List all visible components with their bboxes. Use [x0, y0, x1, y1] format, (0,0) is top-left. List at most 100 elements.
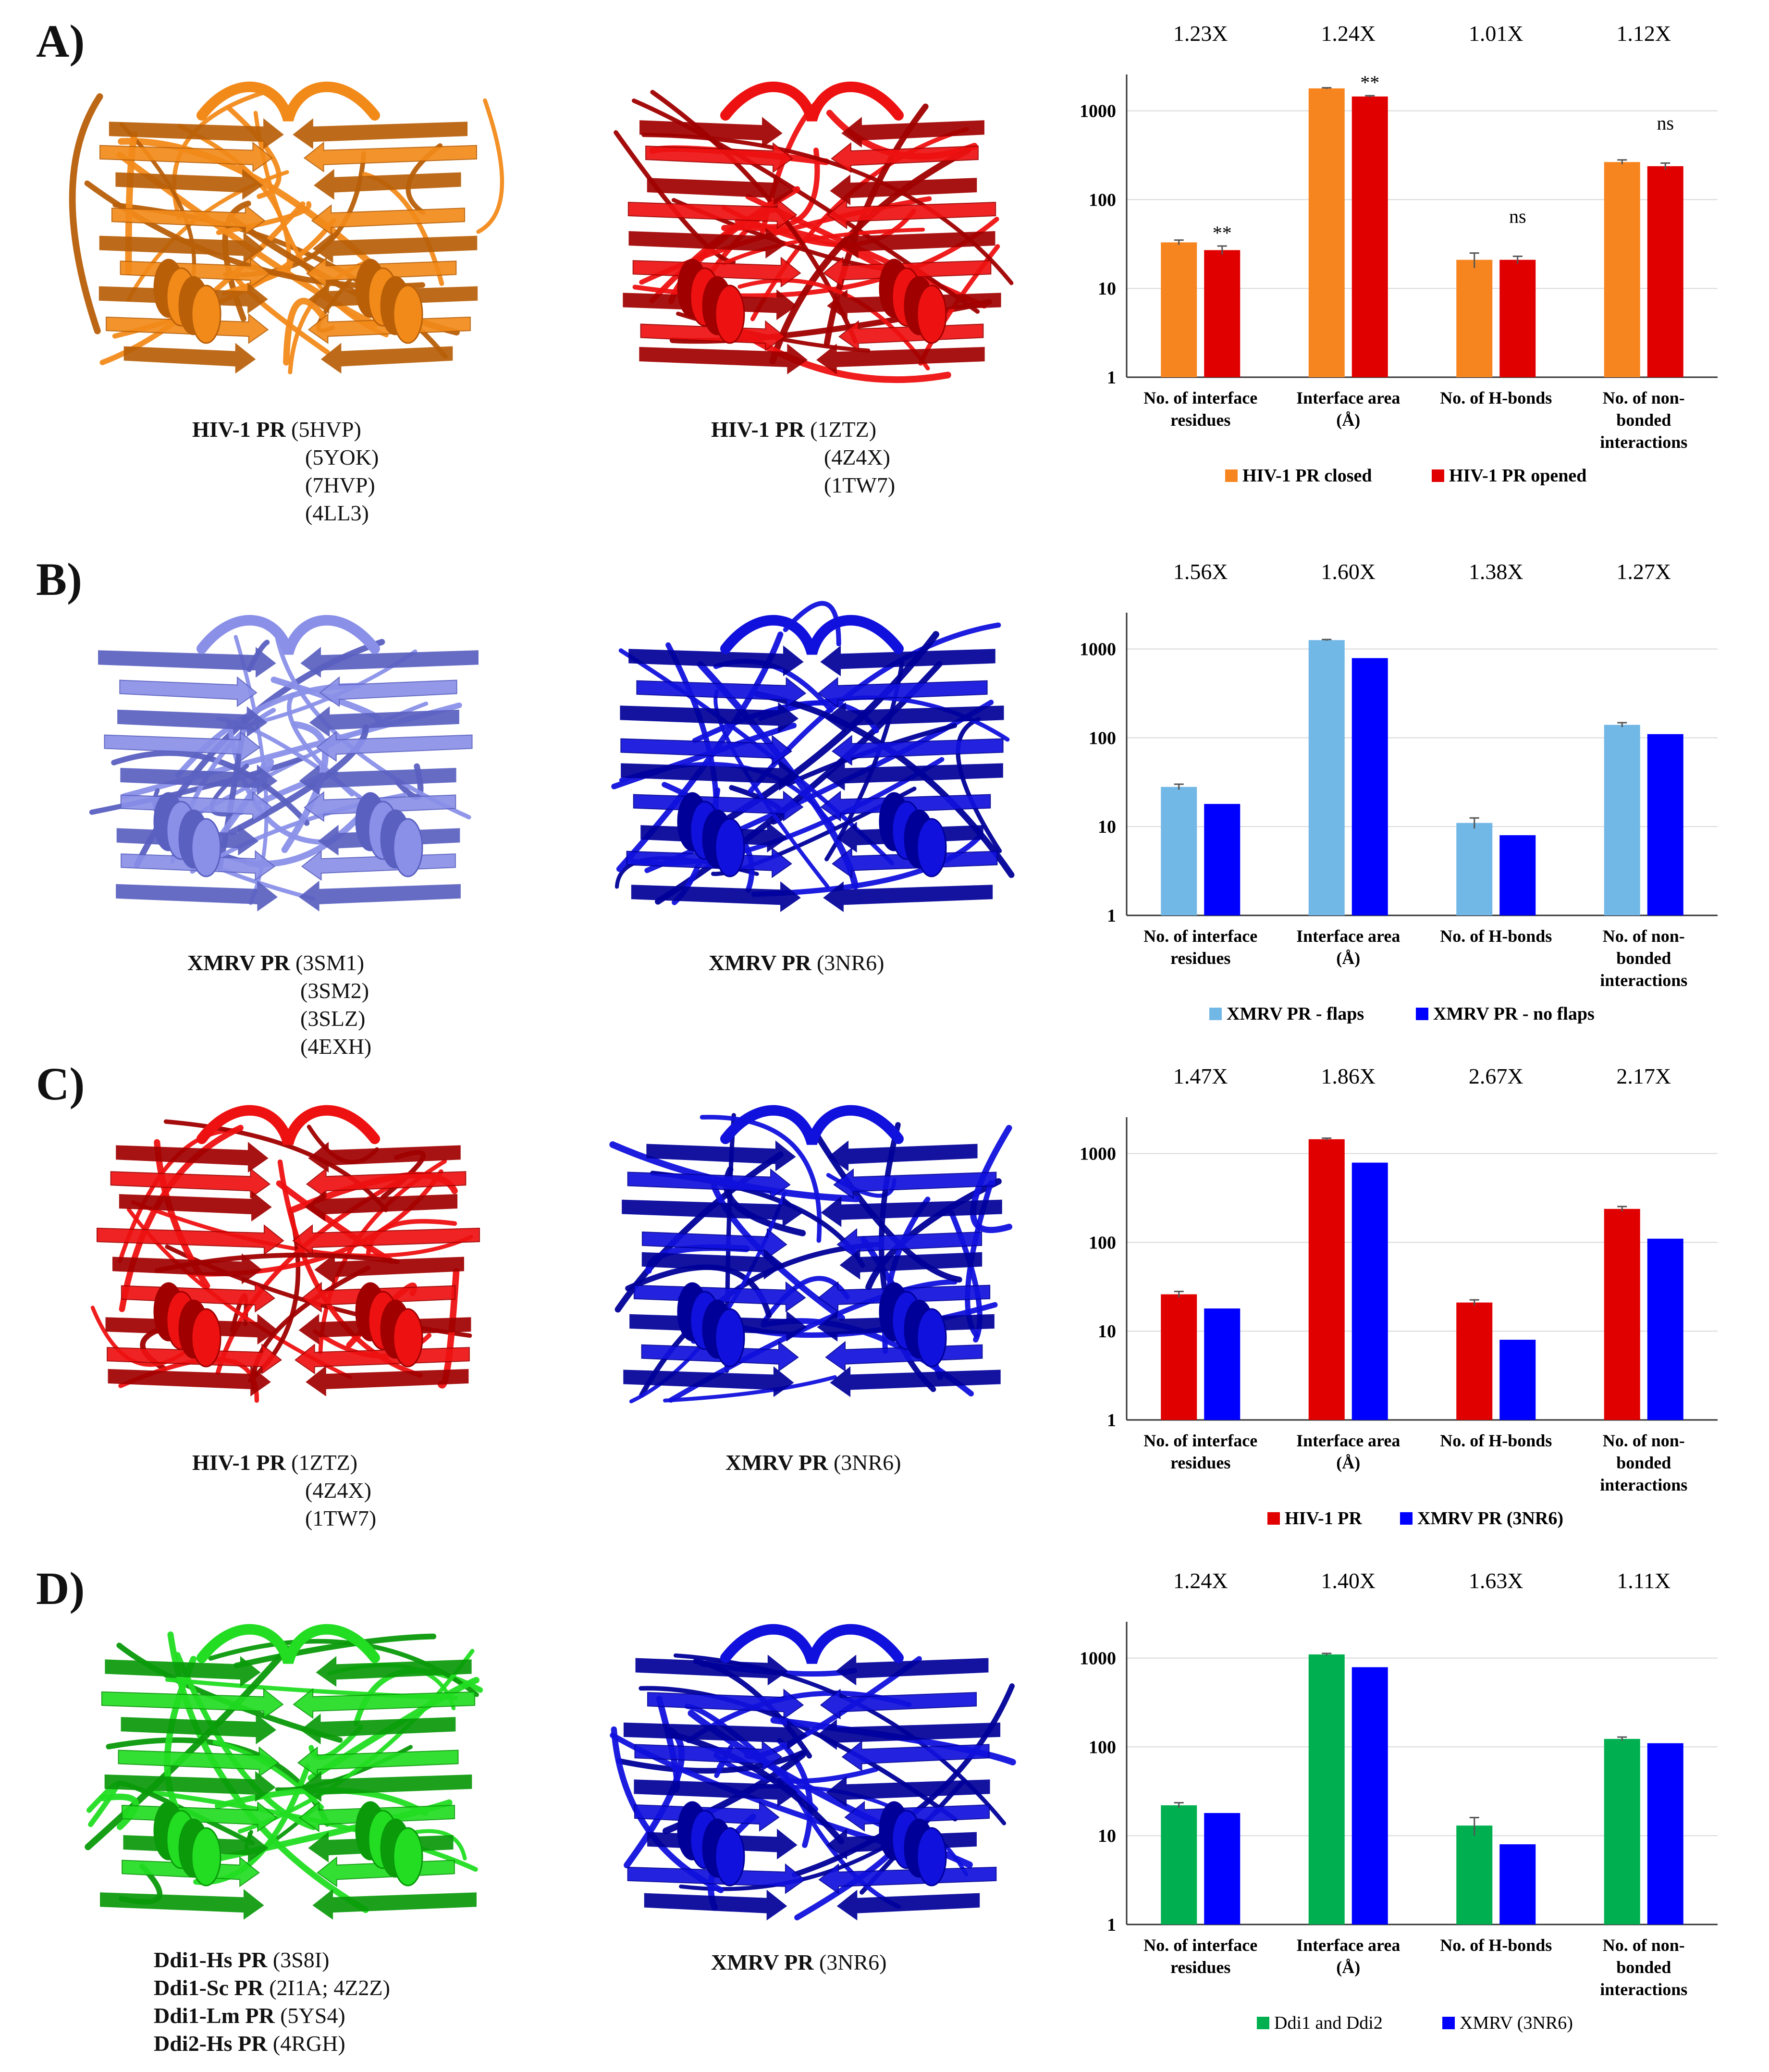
beta-strand — [627, 198, 798, 229]
pdb-id: (1TW7) — [305, 1506, 377, 1530]
coil-loop — [281, 721, 329, 853]
coil-loop — [275, 636, 471, 820]
y-tick-label: 1000 — [1080, 101, 1116, 122]
significance-label: ** — [1360, 72, 1379, 93]
y-tick-label: 1 — [1107, 906, 1116, 926]
beta-strand — [297, 1746, 459, 1777]
flap-region — [720, 615, 904, 655]
beta-strand — [100, 1889, 264, 1920]
beta-strand — [833, 1168, 997, 1199]
beta-strand — [647, 174, 794, 206]
legend-label: HIV-1 PR — [1285, 1508, 1362, 1529]
x-category-label: (Å) — [1336, 410, 1360, 430]
caption-line: (4Z4X) — [711, 444, 895, 471]
coil-loop — [69, 93, 103, 334]
fold-ratio-label: 2.67X — [1469, 1064, 1523, 1088]
alpha-helix — [191, 1827, 221, 1887]
alpha-helix — [393, 818, 423, 877]
protein-structure-right — [611, 601, 1015, 913]
beta-strand — [634, 1776, 798, 1807]
bar — [1499, 835, 1536, 915]
protein-name: XMRV PR — [725, 1450, 834, 1475]
beta-strand — [97, 1224, 284, 1255]
beta-strand — [639, 117, 783, 148]
bar — [1647, 1238, 1683, 1420]
beta-strand — [627, 1863, 806, 1894]
beta-strand — [121, 1714, 277, 1745]
alpha-helix — [916, 1827, 947, 1887]
pdb-id: (2I1A; 4Z2Z) — [269, 1975, 390, 2000]
pdb-id: (1TW7) — [824, 473, 896, 497]
bar — [1647, 734, 1683, 915]
beta-strand — [117, 706, 268, 737]
panel-b: B) XMRV PR (3SM1) (3SM2) (3SLZ) (4EXH) XMRV… — [0, 538, 1769, 1059]
y-tick-label: 10 — [1098, 1826, 1116, 1846]
fold-ratio-label: 1.63X — [1469, 1568, 1523, 1593]
beta-strand — [639, 343, 808, 374]
bar — [1204, 1813, 1241, 1924]
bar — [1204, 804, 1241, 915]
alpha-helix — [393, 1308, 423, 1368]
beta-strand — [646, 1140, 796, 1172]
bar — [1161, 1805, 1197, 1924]
caption-line: HIV-1 PR (1ZTZ) — [711, 416, 895, 444]
coil-loop — [656, 1695, 680, 1793]
x-category-label: No. of H-bonds — [1440, 926, 1552, 946]
significance-label: ns — [1657, 112, 1674, 134]
caption-line: (7HVP) — [192, 471, 379, 499]
protein-structure-right — [614, 81, 1014, 383]
coil-loop — [229, 724, 369, 836]
caption-line: Ddi2-Hs PR (4RGH) — [154, 2030, 390, 2058]
coil-loop — [713, 689, 830, 889]
coil-loop — [700, 1115, 822, 1243]
flap-region — [197, 1105, 380, 1146]
panel-d: D) Ddi1-Hs PR (3S8I) Ddi1-Sc PR (2I1A; 4Z… — [0, 1547, 1769, 2072]
beta-strand — [319, 676, 457, 707]
beta-strand — [826, 1776, 990, 1807]
beta-strand — [105, 1656, 261, 1687]
coil-loop — [878, 1122, 936, 1392]
fold-ratio-label: 1.23X — [1173, 21, 1228, 46]
structure-caption-right: HIV-1 PR (1ZTZ) (4Z4X) (1TW7) — [711, 416, 895, 499]
beta-strand — [299, 764, 456, 795]
beta-strand — [303, 141, 477, 173]
x-category-label: No. of H-bonds — [1440, 1936, 1552, 1955]
beta-strand — [820, 1689, 977, 1720]
bar — [1204, 250, 1241, 377]
protein-name: Ddi1-Sc PR — [154, 1975, 270, 2000]
protein-name: Ddi1-Hs PR — [154, 1948, 273, 1972]
coil-loop — [956, 716, 1002, 853]
coil-loop — [770, 1717, 1016, 1765]
beta-strand — [118, 1746, 280, 1777]
y-tick-label: 1000 — [1080, 1144, 1116, 1164]
beta-strand — [110, 1168, 271, 1199]
bar — [1499, 1340, 1536, 1420]
bar — [1204, 1308, 1241, 1420]
pdb-id: (5HVP) — [291, 417, 361, 442]
pdb-id: (4Z4X) — [305, 1478, 371, 1503]
beta-strand — [308, 1142, 461, 1173]
fold-ratio-label: 1.01X — [1469, 21, 1523, 46]
beta-strand — [108, 1365, 271, 1396]
bar — [1647, 166, 1683, 377]
coil-loop — [119, 1124, 244, 1312]
beta-strand — [627, 1168, 791, 1199]
alpha-helix — [714, 1827, 745, 1887]
fold-ratio-label: 1.27X — [1616, 559, 1671, 584]
alpha-helix — [191, 284, 221, 344]
protein-name: XMRV PR — [711, 1950, 819, 1974]
beta-strand — [821, 1196, 1002, 1227]
beta-strand — [635, 1654, 788, 1686]
y-tick-label: 100 — [1089, 1233, 1116, 1253]
structure-caption-left: XMRV PR (3SM1) (3SM2) (3SLZ) (4EXH) — [187, 949, 371, 1061]
x-category-label: No. of interface — [1143, 1431, 1257, 1450]
beta-strand — [312, 1889, 477, 1920]
y-tick-label: 100 — [1089, 190, 1116, 210]
caption-line: (1TW7) — [711, 471, 895, 499]
bar — [1499, 1844, 1536, 1924]
beta-strand — [293, 1688, 476, 1719]
beta-strand — [634, 1740, 783, 1772]
bar-chart: 1 10 100 1000 1.23X No. of interface residues *… — [1080, 21, 1718, 486]
beta-strand — [116, 880, 278, 912]
beta-strand — [825, 702, 1004, 733]
